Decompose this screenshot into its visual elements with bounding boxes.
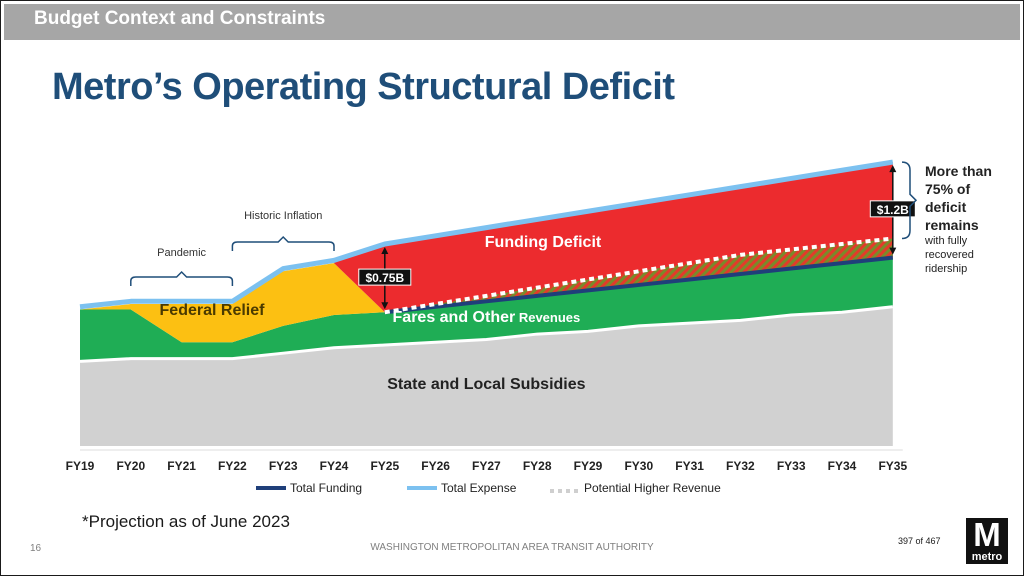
side-note-bold-line: 75% of xyxy=(925,181,970,197)
side-note-bold-line: More than xyxy=(925,163,992,179)
x-tick-label: FY25 xyxy=(370,459,399,473)
subsidies-boundary-line xyxy=(79,305,893,363)
x-tick-label: FY19 xyxy=(66,459,95,473)
fares-label-small: Revenues xyxy=(515,310,580,325)
funding-deficit-label: Funding Deficit xyxy=(485,234,602,251)
subsidies-area xyxy=(80,306,893,446)
x-tick-label: FY34 xyxy=(828,459,857,473)
page-title: Metro’s Operating Structural Deficit xyxy=(52,66,675,108)
page-number: 16 xyxy=(30,543,42,554)
potential-revenue-area xyxy=(384,238,893,313)
x-tick-label: FY32 xyxy=(726,459,755,473)
inflation-label: Historic Inflation xyxy=(244,210,322,222)
pandemic-brace xyxy=(130,270,234,286)
subsidies-label: State and Local Subsidies xyxy=(387,376,585,393)
total-funding-line xyxy=(384,255,894,315)
x-tick-label: FY29 xyxy=(574,459,603,473)
metro-logo[interactable]: M metro xyxy=(966,516,1008,564)
side-note-line: ridership xyxy=(925,263,967,275)
x-tick-label: FY20 xyxy=(116,459,145,473)
x-tick-label: FY23 xyxy=(269,459,298,473)
page-count: 397 of 467 xyxy=(898,536,941,546)
funding-deficit-area xyxy=(384,162,893,313)
side-note-line: recovered xyxy=(925,249,974,261)
side-note-bold-line: remains xyxy=(925,217,979,233)
x-tick-label: FY30 xyxy=(624,459,653,473)
x-tick-label: FY33 xyxy=(777,459,806,473)
x-tick-label: FY24 xyxy=(320,459,349,473)
header-bar xyxy=(4,4,1020,40)
x-tick-label: FY26 xyxy=(421,459,450,473)
footnote: *Projection as of June 2023 xyxy=(82,512,290,531)
gap-badge-fy25 xyxy=(358,268,412,286)
gap-badge-fy35 xyxy=(869,200,916,218)
fares-area xyxy=(80,257,893,362)
legend-label: Total Expense xyxy=(441,481,517,495)
section-header: Budget Context and Constraints xyxy=(34,8,326,29)
legend-label: Potential Higher Revenue xyxy=(584,481,721,495)
x-tick-label: FY27 xyxy=(472,459,501,473)
inflation-brace xyxy=(231,235,335,251)
deficit-brace xyxy=(901,161,918,240)
x-tick-label: FY28 xyxy=(523,459,552,473)
x-tick-label: FY22 xyxy=(218,459,247,473)
side-note-bold-line: deficit xyxy=(925,199,967,215)
pandemic-label: Pandemic xyxy=(157,247,206,259)
federal-relief-area xyxy=(80,263,385,343)
fares-label-main: Fares and Other xyxy=(393,309,516,326)
potential-higher-revenue-line xyxy=(384,236,894,315)
side-note-line: with fully xyxy=(924,235,968,247)
x-tick-label: FY35 xyxy=(878,459,907,473)
gap-value-fy25: $0.75B xyxy=(365,271,404,285)
total-expense-line xyxy=(79,159,894,310)
metro-logo-letter: M xyxy=(973,516,1001,553)
metro-logo-word: metro xyxy=(971,551,1003,563)
federal-relief-label: Federal Relief xyxy=(160,302,266,319)
legend-label: Total Funding xyxy=(290,481,362,495)
fares-label: Fares and Other Revenues xyxy=(393,309,581,326)
footer-organization: WASHINGTON METROPOLITAN AREA TRANSIT AUT… xyxy=(370,542,654,553)
x-tick-label: FY21 xyxy=(167,459,196,473)
x-tick-label: FY31 xyxy=(675,459,704,473)
gap-value-fy35: $1.2B xyxy=(877,203,909,217)
gap-arrow-fy25-heads xyxy=(381,246,389,310)
